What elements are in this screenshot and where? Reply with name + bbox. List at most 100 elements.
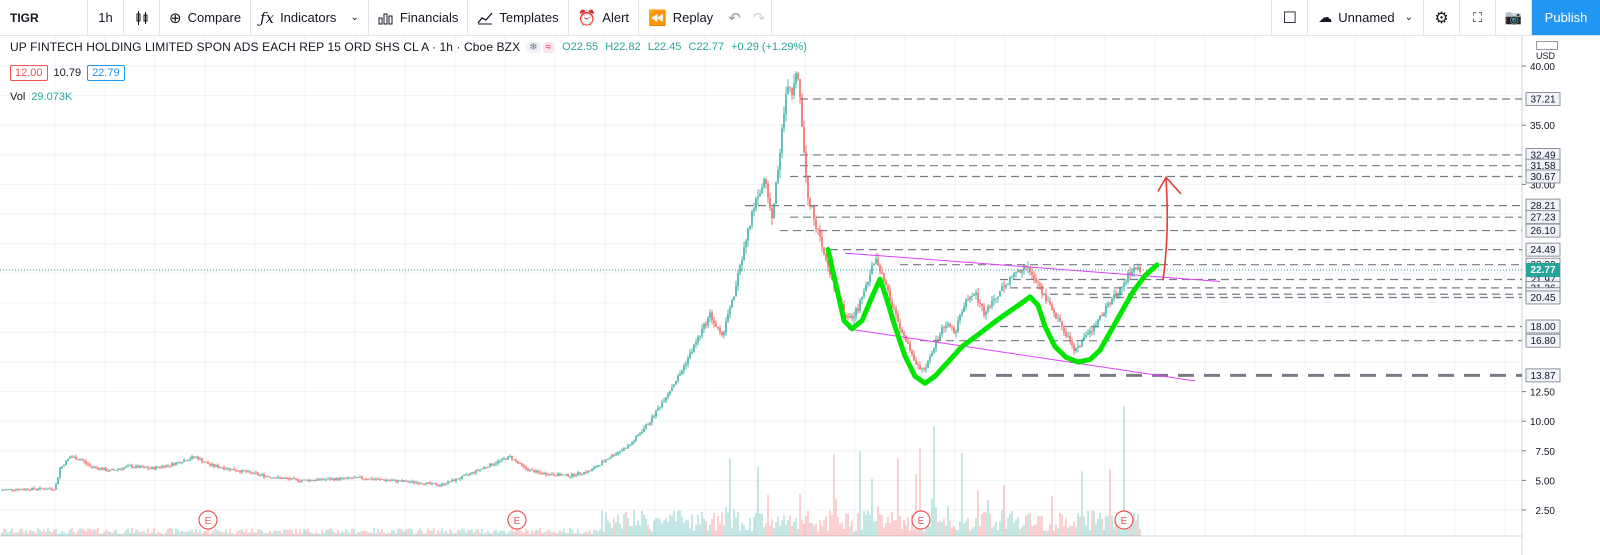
toolbar-spacer — [772, 0, 1273, 35]
arrow-head — [1157, 175, 1182, 195]
cloud-icon: ☁ — [1318, 9, 1333, 25]
templates-button[interactable]: Templates — [468, 0, 569, 35]
fullscreen-button[interactable]: ⛶ — [1460, 0, 1496, 35]
level-label-box — [1525, 290, 1561, 305]
volume-bars — [1, 406, 1141, 536]
axis-tick-label: 10.00 — [1530, 417, 1555, 428]
axis-tick-label: 5.00 — [1536, 476, 1556, 487]
volume-legend: Vol 29.073K — [10, 91, 72, 103]
level-label-box — [1525, 319, 1561, 334]
change-value: +0.29 (+1.29%) — [731, 41, 807, 53]
drawings[interactable] — [825, 175, 1221, 386]
chevron-down-icon: ⌄ — [1404, 12, 1413, 23]
level-label: 16.80 — [1530, 336, 1555, 347]
candlestick-icon — [136, 10, 147, 25]
price-chart[interactable]: E E E E 40.00 35.00 30.00 12.50 10.00 7.50 5.00 2.… — [0, 36, 1600, 555]
indicators-label: Indicators — [280, 10, 337, 25]
rewind-icon: ⏪ — [648, 9, 667, 27]
replay-label: Replay — [672, 10, 714, 25]
buy-price-button[interactable]: 22.79 — [87, 65, 125, 81]
low-value: L22.45 — [647, 41, 682, 53]
templates-label: Templates — [499, 10, 559, 25]
axis-tick-label: 7.50 — [1536, 447, 1556, 458]
level-label: 32.49 — [1530, 150, 1555, 161]
symbol-search-button[interactable]: TIGR — [0, 0, 88, 35]
layout-button[interactable]: ☁ Unnamed ⌄ — [1308, 0, 1424, 35]
level-label: 21.97 — [1530, 275, 1555, 286]
chevron-down-icon[interactable]: ⌄ — [350, 12, 359, 23]
indicators-button[interactable]: ƒx Indicators ⌄ — [251, 0, 369, 35]
earnings-marker[interactable]: E — [1114, 510, 1134, 530]
level-label: 26.10 — [1530, 226, 1555, 237]
axis-tick-label: 35.00 — [1530, 121, 1555, 132]
level-label-box — [1525, 92, 1561, 106]
approx-icon[interactable]: ≈ — [542, 41, 555, 53]
target-arrow — [1162, 178, 1169, 281]
candles — [1, 71, 1141, 492]
earnings-marker[interactable]: E — [911, 510, 931, 530]
bar-chart-icon — [378, 13, 393, 24]
sell-price-button[interactable]: 12.00 — [10, 65, 48, 81]
alert-label: Alert — [602, 10, 630, 25]
level-label: 27.23 — [1530, 213, 1555, 224]
earnings-marker[interactable]: E — [507, 510, 527, 530]
financials-button[interactable]: Financials — [369, 0, 469, 35]
level-label: 20.45 — [1530, 293, 1555, 304]
top-toolbar: TIGR 1h ⊕ Compare ƒx Indicators ⌄ Financ… — [0, 0, 1600, 36]
level-label: 28.21 — [1530, 201, 1555, 212]
chart-type-button[interactable] — [124, 0, 160, 35]
level-label: 30.67 — [1530, 172, 1555, 183]
horizontal-levels[interactable] — [745, 98, 1522, 377]
financials-label: Financials — [399, 10, 459, 25]
compare-button[interactable]: ⊕ Compare — [160, 0, 252, 35]
current-price-label: 22.77 — [1526, 263, 1560, 277]
price-axis[interactable]: 40.00 35.00 30.00 12.50 10.00 7.50 5.00 2.50 37.… — [1522, 36, 1600, 555]
replay-button[interactable]: ⏪ Replay — [639, 0, 722, 35]
camera-icon: 📷 — [1504, 9, 1523, 25]
level-label-box — [1525, 242, 1561, 257]
symbol-legend: UP FINTECH HOLDING LIMITED SPON ADS EACH… — [10, 40, 811, 54]
level-label-box — [1525, 333, 1561, 348]
redo-button[interactable]: ↷ — [747, 0, 773, 35]
alert-button[interactable]: ⏰ Alert — [569, 0, 640, 35]
chart-grid — [0, 36, 1600, 555]
symbol-title[interactable]: UP FINTECH HOLDING LIMITED SPON ADS EACH… — [10, 40, 521, 54]
expand-icon: ⛶ — [1472, 9, 1483, 25]
axis-tick-label: 12.50 — [1530, 388, 1555, 399]
undo-icon: ↶ — [728, 9, 741, 27]
undo-button[interactable]: ↶ — [722, 0, 747, 35]
level-label: 13.87 — [1530, 371, 1555, 382]
currency-label[interactable]: USD — [1536, 41, 1558, 61]
gear-icon: ⚙ — [1434, 9, 1449, 27]
plus-circle-icon: ⊕ — [169, 9, 182, 27]
volume-label: Vol — [10, 91, 26, 103]
open-value: O22.55 — [562, 41, 599, 53]
close-value: C22.77 — [688, 41, 724, 53]
level-label: 24.49 — [1530, 245, 1555, 256]
ohlc-values: O22.55 H22.82 L22.45 C22.77 +0.29 (+1.29… — [562, 41, 811, 53]
snowflake-icon[interactable]: ❄ — [526, 41, 541, 53]
cup-and-handle-drawing — [825, 247, 1160, 386]
level-label-box — [1525, 223, 1561, 238]
svg-text:E: E — [514, 516, 521, 527]
chart-pane[interactable]: E E E E 40.00 35.00 30.00 12.50 10.00 7.50 5.00 2.… — [0, 36, 1600, 555]
level-label-box — [1525, 368, 1561, 383]
settings-button[interactable]: ⚙ — [1424, 0, 1460, 35]
layout-name: Unnamed — [1338, 10, 1395, 25]
svg-text:E: E — [918, 516, 925, 527]
snapshot-button[interactable]: 📷 — [1496, 0, 1532, 35]
publish-button[interactable]: Publish — [1532, 0, 1600, 35]
earnings-marker[interactable]: E — [198, 510, 218, 530]
axis-tick-label: 2.50 — [1536, 506, 1556, 517]
volume-value: 29.073K — [31, 91, 73, 103]
axis-tick-label: 40.00 — [1530, 62, 1555, 73]
level-label: 37.21 — [1530, 95, 1555, 106]
fullscreen-layout-button[interactable]: ☐ — [1272, 0, 1309, 35]
currency-text: USD — [1536, 51, 1556, 61]
channel-upper-line — [844, 252, 1221, 282]
compare-label: Compare — [187, 10, 242, 25]
high-value: H22.82 — [605, 41, 641, 53]
interval-button[interactable]: 1h — [88, 0, 124, 35]
spread-value: 10.79 — [53, 67, 82, 79]
